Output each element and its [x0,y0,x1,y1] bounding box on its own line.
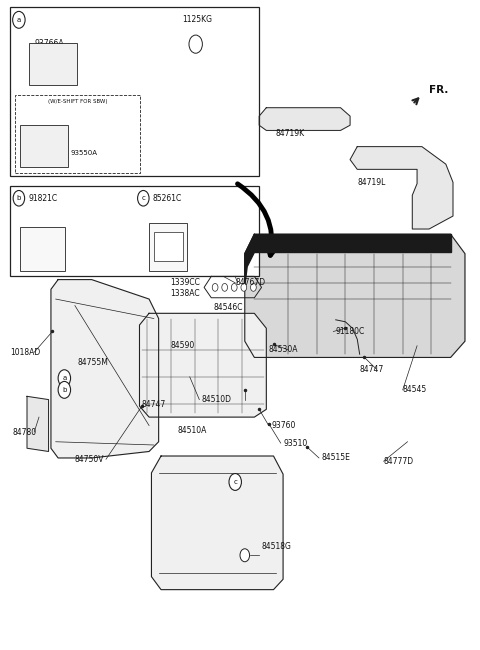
Polygon shape [259,108,350,131]
Text: b: b [62,387,67,393]
Text: 84780: 84780 [12,428,37,437]
Circle shape [251,283,256,291]
Circle shape [212,283,218,291]
Circle shape [138,190,149,206]
Text: 1339CC: 1339CC [170,278,201,287]
Text: 1018AD: 1018AD [10,348,40,357]
Polygon shape [350,147,453,229]
Text: 93760: 93760 [271,421,296,430]
Bar [20,227,65,271]
Text: 84719L: 84719L [357,178,385,187]
Text: 91180C: 91180C [336,327,365,336]
Text: 84518G: 84518G [262,542,291,551]
Circle shape [241,283,247,291]
Text: a: a [62,375,66,381]
Circle shape [222,283,228,291]
Polygon shape [254,234,451,252]
Text: 84530A: 84530A [269,345,298,354]
Circle shape [13,190,24,206]
Text: FR.: FR. [429,85,448,95]
Text: 84510D: 84510D [202,395,232,404]
Circle shape [229,474,241,490]
Text: (W/E-SHIFT FOR SBW): (W/E-SHIFT FOR SBW) [48,99,107,103]
Text: 1125KG: 1125KG [182,16,212,24]
Bar [20,125,68,168]
Polygon shape [140,313,266,417]
Text: c: c [233,479,237,485]
Text: 84755M: 84755M [77,358,108,367]
Text: 84545: 84545 [403,385,427,395]
Text: 84777D: 84777D [384,457,414,465]
Text: 84747: 84747 [360,365,384,374]
Circle shape [240,549,250,562]
Text: a: a [17,17,21,23]
Circle shape [58,382,71,398]
Text: 1338AC: 1338AC [170,289,200,298]
Text: c: c [142,195,145,202]
Text: b: b [17,195,21,202]
Polygon shape [27,396,48,452]
Polygon shape [245,234,254,286]
Polygon shape [51,280,158,458]
Text: 84515E: 84515E [322,454,350,462]
Bar [10,7,259,176]
Circle shape [189,35,203,53]
Bar [15,95,140,173]
Text: 84590: 84590 [170,341,195,350]
Text: 84510A: 84510A [178,426,207,435]
Text: 85261C: 85261C [153,194,182,203]
Text: 84767D: 84767D [235,278,265,287]
Circle shape [231,283,237,291]
Bar [149,222,187,271]
Text: 93766A: 93766A [34,38,64,47]
Polygon shape [152,456,283,590]
Circle shape [12,12,25,28]
Text: 93510: 93510 [283,439,307,448]
Text: 93550A: 93550A [70,150,97,155]
Bar [10,185,259,276]
Circle shape [58,370,71,387]
Text: 84719K: 84719K [276,129,305,138]
Polygon shape [245,234,465,358]
Bar [29,43,77,85]
Text: 84750V: 84750V [75,455,104,463]
Text: 91821C: 91821C [28,194,58,203]
Bar [154,232,182,261]
Text: 84747: 84747 [142,400,166,409]
Text: 84546C: 84546C [214,303,243,312]
